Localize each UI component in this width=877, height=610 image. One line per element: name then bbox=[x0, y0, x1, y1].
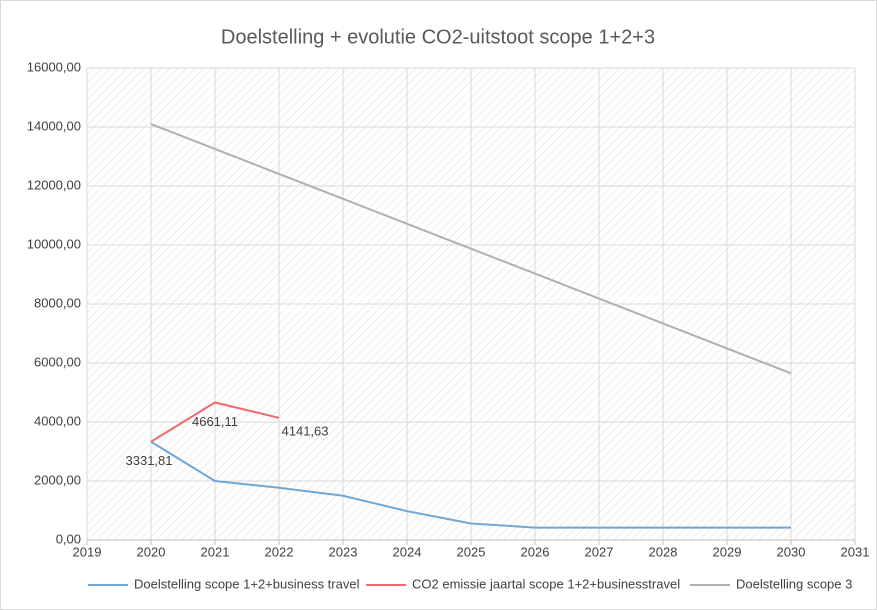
y-tick-label: 14000,00 bbox=[27, 118, 81, 133]
data-label: 4661,11 bbox=[192, 414, 238, 429]
x-tick-label: 2019 bbox=[73, 544, 102, 559]
x-tick-label: 2028 bbox=[649, 544, 678, 559]
y-tick-label: 4000,00 bbox=[34, 413, 81, 428]
y-tick-label: 2000,00 bbox=[34, 472, 81, 487]
y-tick-label: 0,00 bbox=[56, 531, 81, 546]
y-tick-label: 8000,00 bbox=[34, 295, 81, 310]
x-tick-label: 2030 bbox=[777, 544, 806, 559]
y-tick-label: 10000,00 bbox=[27, 236, 81, 251]
data-label: 3331,81 bbox=[126, 453, 173, 468]
x-tick-label: 2024 bbox=[393, 544, 422, 559]
series-line bbox=[150, 401, 280, 443]
y-tick-label: 6000,00 bbox=[34, 354, 81, 369]
y-tick-label: 12000,00 bbox=[27, 177, 81, 192]
series-line bbox=[150, 440, 791, 529]
chart-title: Doelstelling + evolutie CO2-uitstoot sco… bbox=[221, 26, 655, 48]
x-tick-label: 2021 bbox=[201, 544, 230, 559]
x-tick-label: 2026 bbox=[521, 544, 550, 559]
x-tick-label: 2027 bbox=[585, 544, 614, 559]
legend-label: Doelstelling scope 1+2+business travel bbox=[134, 576, 360, 591]
y-tick-label: 16000,00 bbox=[27, 59, 81, 74]
x-tick-label: 2031 bbox=[841, 544, 870, 559]
x-tick-label: 2029 bbox=[713, 544, 742, 559]
x-tick-label: 2025 bbox=[457, 544, 486, 559]
x-tick-label: 2022 bbox=[265, 544, 294, 559]
series-line bbox=[150, 123, 792, 375]
x-tick-label: 2023 bbox=[329, 544, 358, 559]
x-tick-label: 2020 bbox=[137, 544, 166, 559]
data-label: 4141,63 bbox=[282, 423, 329, 438]
legend-label: Doelstelling scope 3 bbox=[736, 576, 852, 591]
legend-label: CO2 emissie jaartal scope 1+2+businesstr… bbox=[412, 576, 680, 591]
